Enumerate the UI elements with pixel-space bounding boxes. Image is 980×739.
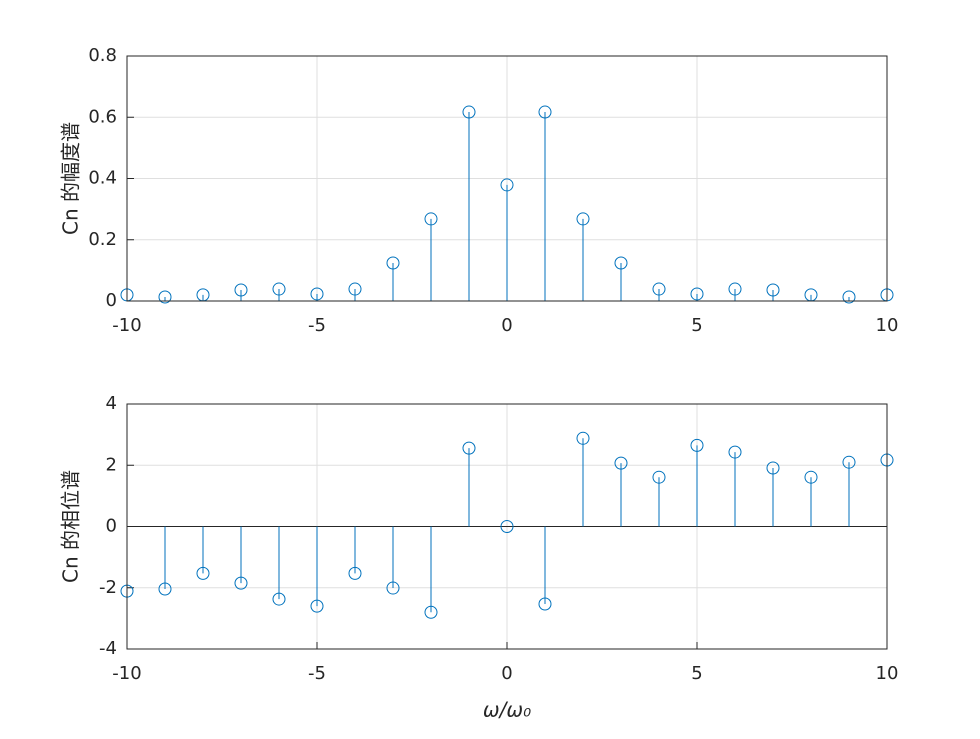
x-axis-label: ω/ω₀ <box>483 698 531 722</box>
stem-marker <box>728 445 742 459</box>
y-tick-label: 0.8 <box>88 45 117 66</box>
stem-marker <box>766 283 780 297</box>
x-tick-label: 10 <box>876 663 899 684</box>
stem-marker <box>158 290 172 304</box>
x-tick-label: 10 <box>876 315 899 336</box>
stem-marker <box>424 212 438 226</box>
stem-marker <box>728 282 742 296</box>
stem-marker <box>462 441 476 455</box>
stem-marker <box>614 456 628 470</box>
y-axis-label: Cn 的幅度谱 <box>59 122 83 235</box>
stem-marker <box>538 597 552 611</box>
stem-marker <box>272 282 286 296</box>
y-tick-label: 2 <box>106 454 117 475</box>
x-tick-label: 0 <box>501 663 512 684</box>
stem-marker <box>500 520 514 533</box>
y-tick-label: -4 <box>99 638 117 659</box>
stem-marker <box>234 283 248 297</box>
y-axis-label: Cn 的相位谱 <box>59 470 83 583</box>
y-tick-label: 0.6 <box>88 106 117 127</box>
stem-marker <box>842 290 856 304</box>
x-tick-label: -10 <box>112 315 141 336</box>
stem-marker <box>462 105 476 119</box>
x-tick-label: 5 <box>691 663 702 684</box>
stem-marker <box>348 566 362 580</box>
stem-marker <box>576 431 590 445</box>
axes-box <box>126 403 888 650</box>
stem-marker <box>196 566 210 580</box>
stem-marker <box>652 470 666 484</box>
stem-marker <box>310 599 324 613</box>
axes-box <box>126 55 888 302</box>
y-tick-label: 0.2 <box>88 229 117 250</box>
x-tick-label: -5 <box>308 315 326 336</box>
stem-marker <box>576 212 590 226</box>
y-tick-label: 0 <box>106 290 117 311</box>
stem-marker <box>690 438 704 452</box>
stem-marker <box>424 605 438 619</box>
stem-marker <box>842 455 856 469</box>
stem-marker <box>158 582 172 596</box>
y-tick-label: 0.4 <box>88 168 117 189</box>
stem-marker <box>766 461 780 475</box>
stem-marker <box>652 282 666 296</box>
stem-marker <box>538 105 552 119</box>
stem-marker <box>500 178 514 192</box>
stem-marker <box>386 581 400 595</box>
y-tick-label: 0 <box>106 516 117 537</box>
y-tick-label: 4 <box>106 393 117 414</box>
y-tick-label: -2 <box>99 577 117 598</box>
stem-marker <box>690 287 704 301</box>
x-tick-label: -5 <box>308 663 326 684</box>
stem-marker <box>348 282 362 296</box>
stem-marker <box>310 287 324 301</box>
stem-marker <box>234 576 248 590</box>
x-tick-label: 5 <box>691 315 702 336</box>
x-tick-label: 0 <box>501 315 512 336</box>
stem-marker <box>804 470 818 484</box>
stem-marker <box>614 256 628 270</box>
stem-marker <box>272 592 286 606</box>
x-tick-label: -10 <box>112 663 141 684</box>
stem-marker <box>386 256 400 270</box>
